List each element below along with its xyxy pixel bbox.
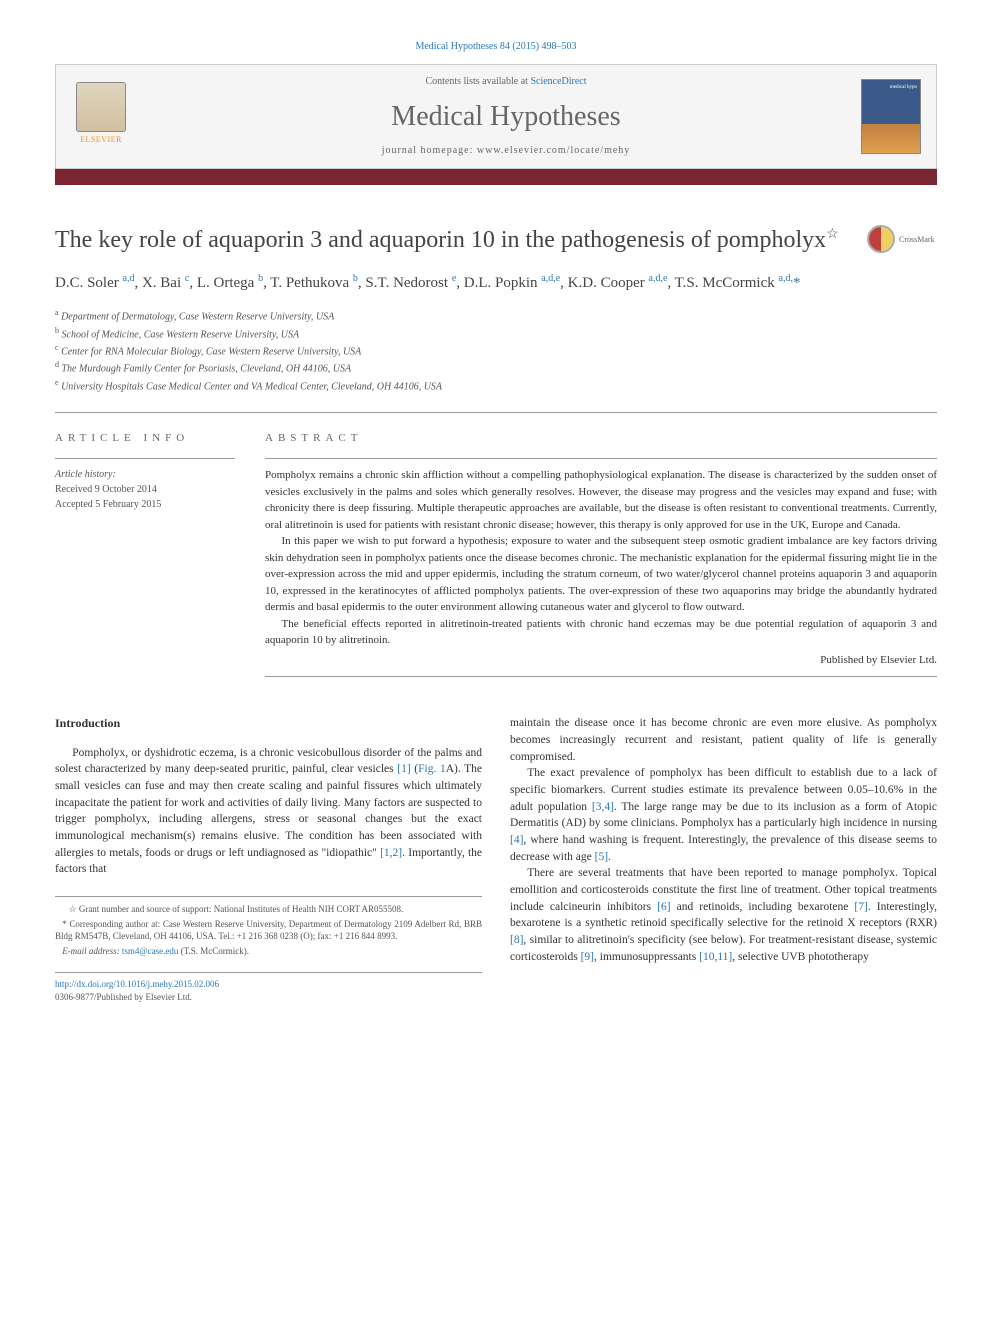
abstract-divider	[265, 458, 937, 459]
abstract-paragraph: In this paper we wish to put forward a h…	[265, 533, 937, 616]
email-link[interactable]: tsm4@case.edu	[122, 946, 179, 956]
grant-footnote: ☆ Grant number and source of support: Na…	[55, 903, 482, 916]
journal-name: Medical Hypotheses	[151, 97, 861, 136]
crossmark-badge[interactable]: CrossMark	[867, 225, 937, 253]
affiliation-item: e University Hospitals Case Medical Cent…	[55, 377, 937, 394]
body-column-left: Introduction Pompholyx, or dyshidrotic e…	[55, 715, 482, 1004]
abstract-paragraph: The beneficial effects reported in alitr…	[265, 616, 937, 649]
info-divider	[55, 458, 235, 459]
corresponding-author-footnote: * Corresponding author at: Case Western …	[55, 918, 482, 943]
article-title: The key role of aquaporin 3 and aquapori…	[55, 225, 847, 256]
abstract-bottom-divider	[265, 676, 937, 677]
body-paragraph: maintain the disease once it has become …	[510, 715, 937, 765]
body-column-right: maintain the disease once it has become …	[510, 715, 937, 1004]
email-footnote: E-mail address: tsm4@case.edu (T.S. McCo…	[55, 945, 482, 958]
publisher-name: ELSEVIER	[80, 134, 122, 145]
affiliation-item: c Center for RNA Molecular Biology, Case…	[55, 342, 937, 359]
footnotes: ☆ Grant number and source of support: Na…	[55, 896, 482, 957]
author-list: D.C. Soler a,d, X. Bai c, L. Ortega b, T…	[55, 271, 937, 295]
header-divider-bar	[55, 169, 937, 185]
article-history: Article history: Received 9 October 2014…	[55, 467, 235, 512]
body-paragraph: There are several treatments that have b…	[510, 865, 937, 965]
elsevier-tree-icon	[76, 82, 126, 132]
journal-citation: Medical Hypotheses 84 (2015) 498–503	[55, 40, 937, 54]
journal-cover-thumbnail: medical hypo	[861, 79, 921, 154]
affiliation-item: a Department of Dermatology, Case Wester…	[55, 307, 937, 324]
homepage-url[interactable]: www.elsevier.com/locate/mehy	[477, 145, 630, 156]
page-footer: http://dx.doi.org/10.1016/j.mehy.2015.02…	[55, 972, 482, 1004]
accepted-date: Accepted 5 February 2015	[55, 497, 235, 512]
sciencedirect-link[interactable]: ScienceDirect	[530, 76, 586, 87]
abstract-label: ABSTRACT	[265, 431, 937, 446]
contents-available: Contents lists available at ScienceDirec…	[151, 75, 861, 89]
abstract-paragraph: Pompholyx remains a chronic skin afflict…	[265, 467, 937, 533]
received-date: Received 9 October 2014	[55, 482, 235, 497]
crossmark-label: CrossMark	[899, 234, 935, 245]
section-divider	[55, 412, 937, 413]
article-info-label: ARTICLE INFO	[55, 431, 235, 446]
journal-homepage: journal homepage: www.elsevier.com/locat…	[151, 144, 861, 158]
publisher-logo: ELSEVIER	[71, 82, 131, 152]
affiliation-list: a Department of Dermatology, Case Wester…	[55, 307, 937, 394]
copyright-line: 0306-9877/Published by Elsevier Ltd.	[55, 992, 192, 1002]
crossmark-icon	[867, 225, 895, 253]
history-heading: Article history:	[55, 467, 235, 482]
affiliation-item: b School of Medicine, Case Western Reser…	[55, 325, 937, 342]
affiliation-item: d The Murdough Family Center for Psorias…	[55, 359, 937, 376]
introduction-heading: Introduction	[55, 715, 482, 732]
body-paragraph: Pompholyx, or dyshidrotic eczema, is a c…	[55, 745, 482, 878]
journal-header: ELSEVIER Contents lists available at Sci…	[55, 64, 937, 169]
abstract-text: Pompholyx remains a chronic skin afflict…	[265, 467, 937, 649]
doi-link[interactable]: http://dx.doi.org/10.1016/j.mehy.2015.02…	[55, 979, 219, 989]
abstract-publisher: Published by Elsevier Ltd.	[265, 653, 937, 668]
title-footnote-marker: ☆	[826, 227, 839, 242]
body-paragraph: The exact prevalence of pompholyx has be…	[510, 765, 937, 865]
